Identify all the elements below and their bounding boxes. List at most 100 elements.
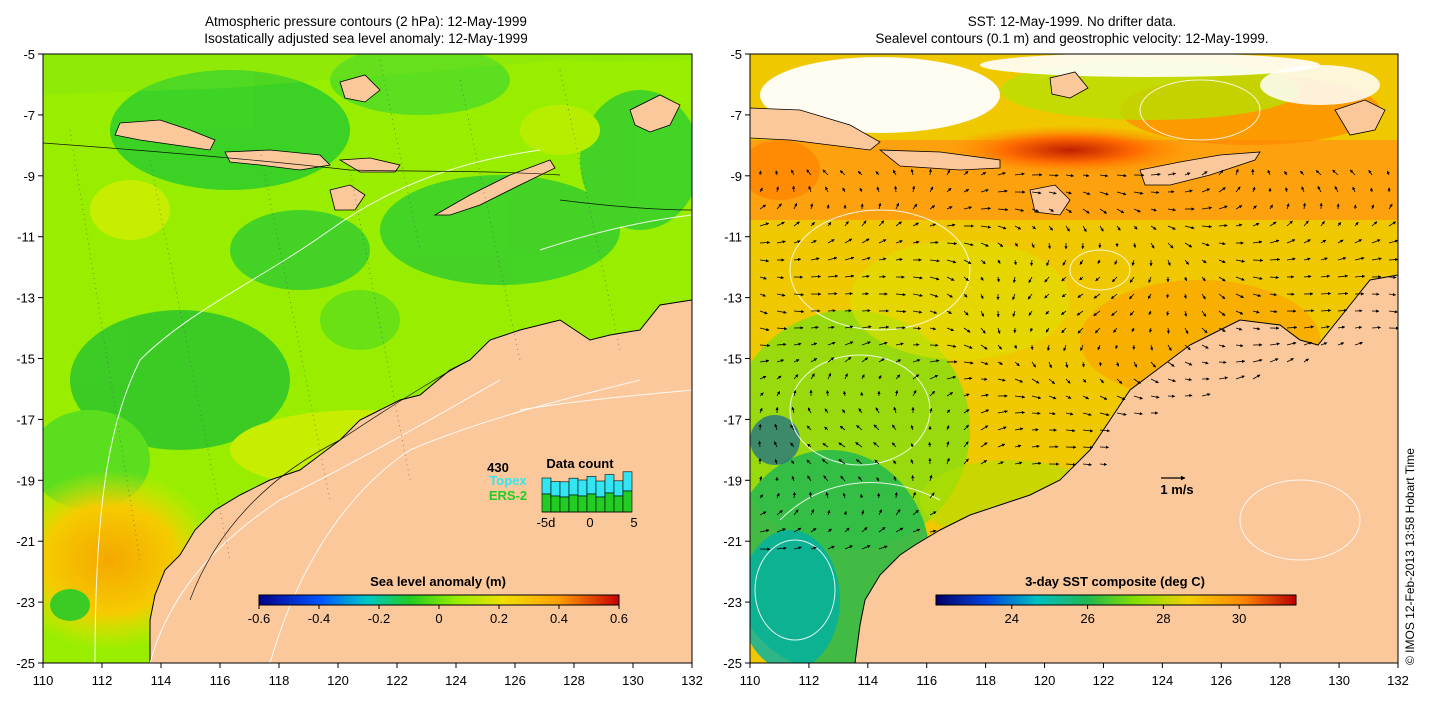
velocity-arrow	[1184, 225, 1195, 230]
left-colorbar-ticks: -0.6 -0.4 -0.2 0 0.2 0.4 0.6	[248, 605, 628, 626]
velocity-arrow	[1014, 172, 1025, 176]
velocity-arrow	[910, 443, 914, 448]
velocity-arrow	[1014, 361, 1020, 367]
data-count-inset: 430 Data count Topex ERS-2 -5d 0 5	[487, 456, 637, 530]
velocity-arrow	[1218, 259, 1226, 263]
velocity-arrow	[1094, 327, 1101, 334]
velocity-arrow	[839, 170, 846, 176]
left-y-tick-label: -9	[23, 169, 35, 184]
velocity-arrow	[1184, 172, 1191, 176]
velocity-arrow	[1147, 293, 1152, 300]
velocity-arrow	[844, 292, 853, 296]
velocity-arrow	[980, 172, 987, 176]
velocity-arrow	[1150, 190, 1160, 194]
velocity-arrow	[1269, 358, 1279, 363]
velocity-arrow	[1303, 220, 1309, 227]
velocity-arrow	[1014, 410, 1025, 415]
velocity-arrow	[776, 275, 784, 280]
velocity-arrow	[1302, 202, 1307, 210]
copyright-notice: © IMOS 12-Feb-2013 13:58 Hobart Time	[1403, 448, 1417, 665]
velocity-arrow	[1235, 310, 1244, 315]
velocity-arrow	[1267, 169, 1271, 176]
velocity-arrow	[810, 509, 815, 516]
velocity-arrow	[1235, 276, 1245, 281]
velocity-arrow	[929, 374, 939, 380]
velocity-arrow	[1116, 361, 1120, 367]
velocity-arrow	[793, 202, 798, 210]
velocity-scale-label: 1 m/s	[1160, 482, 1193, 497]
right-colorbar-title: 3-day SST composite (deg C)	[1025, 574, 1205, 589]
velocity-arrow	[1218, 327, 1226, 332]
velocity-arrow	[1081, 361, 1085, 368]
velocity-arrow	[840, 475, 846, 482]
velocity-arrow	[1303, 325, 1314, 329]
velocity-arrow	[861, 510, 865, 516]
velocity-arrow	[1388, 275, 1397, 279]
velocity-arrow	[980, 276, 984, 281]
velocity-arrow	[1352, 186, 1356, 193]
velocity-arrow	[810, 358, 818, 363]
velocity-arrow	[1218, 293, 1226, 300]
velocity-arrow	[844, 309, 852, 313]
left-colorbar-title: Sea level anomaly (m)	[370, 574, 506, 589]
velocity-arrow	[1027, 293, 1033, 300]
velocity-arrow	[876, 477, 880, 482]
velocity-arrow	[1132, 242, 1137, 248]
velocity-arrow	[929, 529, 937, 533]
velocity-arrow	[1099, 412, 1110, 417]
velocity-arrow	[1099, 429, 1110, 433]
velocity-arrow	[1013, 259, 1017, 266]
velocity-arrow	[1286, 220, 1293, 227]
velocity-arrow	[997, 344, 1002, 350]
velocity-arrow	[912, 359, 921, 363]
velocity-arrow	[1269, 204, 1273, 210]
velocity-arrow	[946, 375, 957, 380]
velocity-arrow	[810, 203, 814, 210]
velocity-arrow	[1099, 225, 1104, 232]
left-x-tick-label: 128	[563, 673, 585, 688]
velocity-arrow	[878, 220, 885, 227]
velocity-arrow	[1129, 293, 1135, 300]
data-count-label: Data count	[546, 456, 614, 471]
right-x-tick-label: 122	[1093, 673, 1115, 688]
velocity-arrow	[776, 546, 787, 550]
velocity-arrow	[928, 441, 932, 448]
velocity-arrow	[997, 189, 1008, 193]
velocity-arrow	[895, 202, 899, 210]
left-map[interactable]	[0, 45, 700, 663]
velocity-arrow	[1014, 444, 1022, 448]
velocity-arrow	[858, 476, 863, 482]
velocity-arrow	[774, 459, 778, 465]
left-colorbar-tick-label: 0	[435, 611, 442, 626]
velocity-arrow	[1303, 341, 1313, 346]
velocity-arrow	[1093, 310, 1101, 317]
velocity-arrow	[844, 274, 855, 278]
velocity-arrow	[963, 293, 968, 298]
velocity-arrow	[980, 206, 991, 211]
velocity-arrow	[895, 509, 901, 516]
velocity-arrow	[929, 474, 933, 482]
velocity-arrow	[1166, 293, 1170, 299]
velocity-arrow	[997, 426, 1007, 431]
velocity-arrow	[963, 424, 969, 431]
left-y-tick-label: -13	[16, 291, 35, 306]
velocity-arrow	[1184, 394, 1193, 398]
velocity-arrow	[827, 239, 835, 244]
velocity-arrow	[912, 203, 918, 210]
velocity-arrow	[827, 309, 836, 313]
data-count-tick-start: -5d	[537, 515, 556, 530]
left-colorbar: Sea level anomaly (m) -0.6 -0.4 -0.2 0 0.2 0.…	[248, 574, 628, 626]
right-colorbar-tick-label: 24	[1005, 611, 1019, 626]
velocity-arrow	[1133, 412, 1143, 416]
right-australia-land	[854, 274, 1398, 663]
right-map[interactable]: 1 m/s	[730, 53, 1399, 670]
velocity-arrow	[775, 170, 779, 176]
velocity-arrow	[1014, 378, 1024, 383]
velocity-arrow	[1235, 205, 1243, 210]
velocity-arrow	[946, 392, 954, 397]
velocity-arrow	[1030, 327, 1034, 332]
velocity-arrow	[894, 185, 898, 193]
right-y-tick-label: -11	[724, 230, 742, 245]
velocity-arrow	[858, 408, 863, 414]
velocity-arrow	[980, 188, 989, 193]
